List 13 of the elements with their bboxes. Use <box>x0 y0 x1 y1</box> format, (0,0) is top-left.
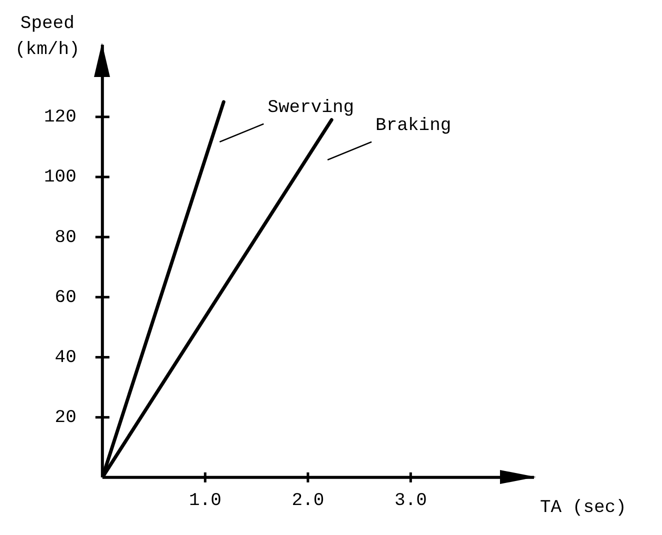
x-axis-title: TA (sec) <box>540 498 626 518</box>
x-tick-label: 2.0 <box>292 490 324 511</box>
y-axis-title: Speed (km/h) <box>15 14 80 60</box>
y-tick-label: 100 <box>44 168 76 188</box>
x-tick-label: 1.0 <box>188 490 222 511</box>
y-tick-label: 20 <box>54 408 76 428</box>
y-tick-label: 80 <box>54 228 76 248</box>
y-tick-label: 120 <box>44 108 76 128</box>
text: Braking <box>376 116 452 136</box>
y-tick-label: 40 <box>54 348 76 368</box>
y-tick-label: 60 <box>54 288 76 308</box>
text: Swerving <box>268 98 354 118</box>
x-tick-label: 3.0 <box>394 490 427 511</box>
